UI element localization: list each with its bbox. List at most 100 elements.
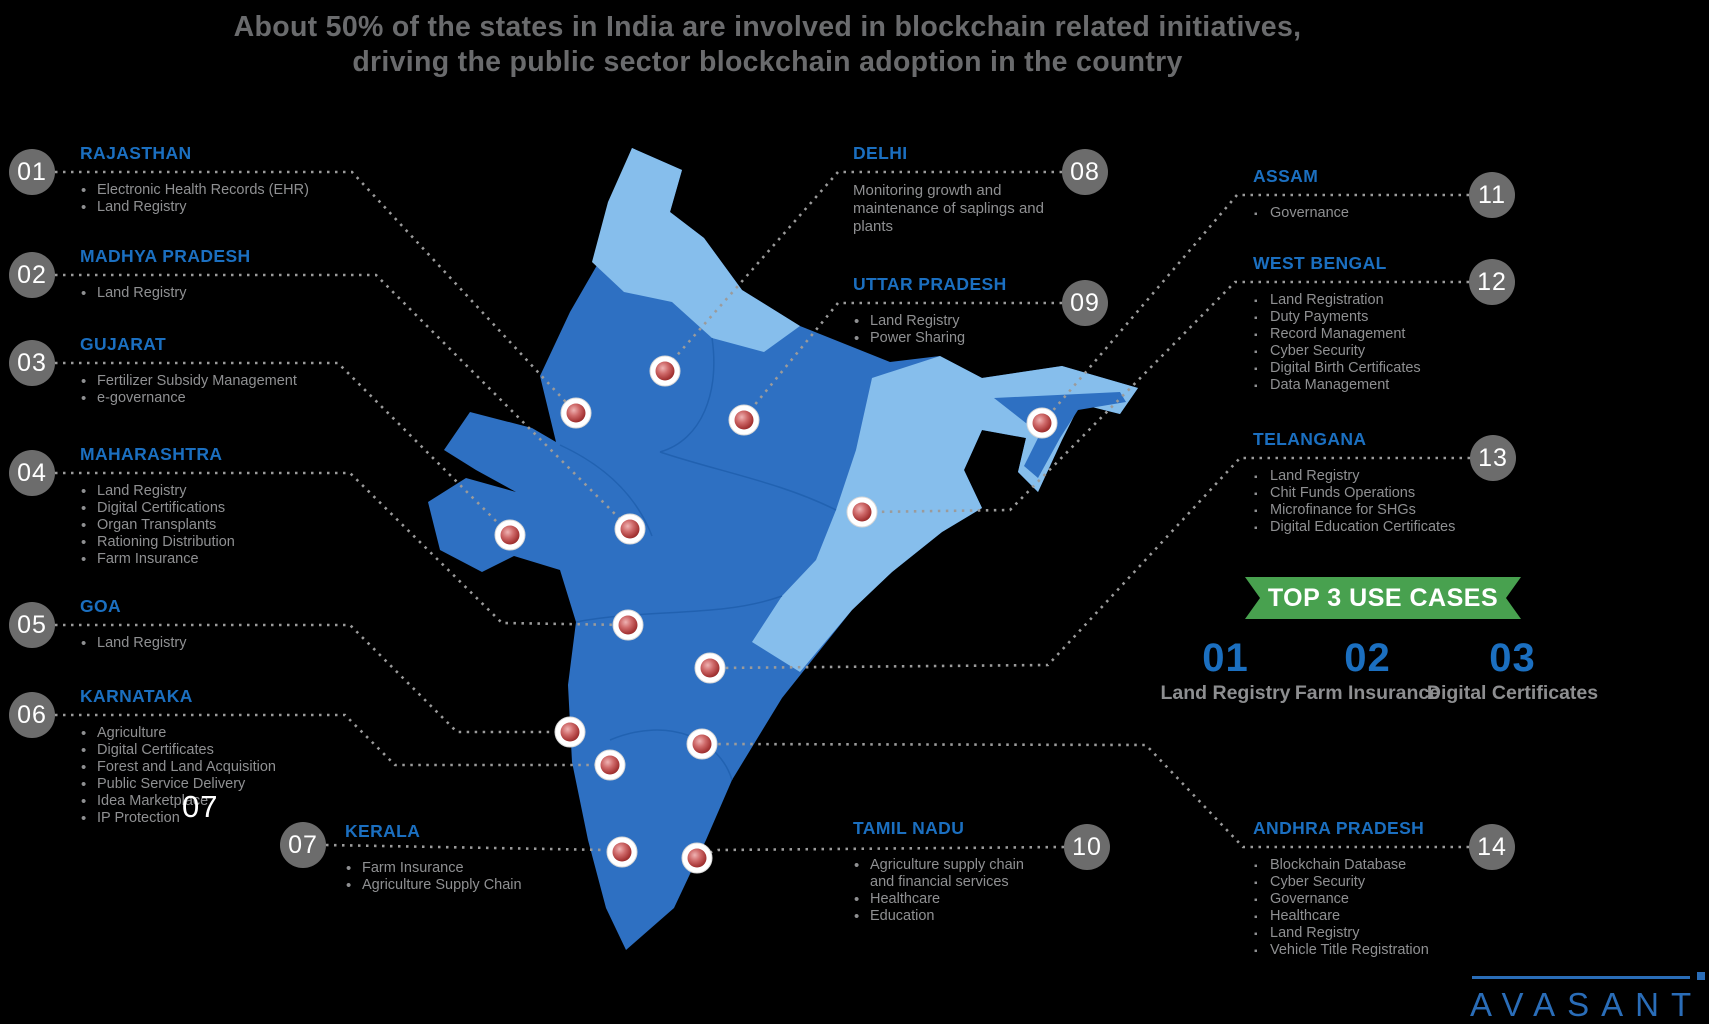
state-name: GOA bbox=[80, 596, 122, 616]
state-initiatives: Land Registry bbox=[80, 635, 380, 652]
logo-rule-line bbox=[1472, 976, 1690, 979]
callout-uttar-pradesh: UTTAR PRADESH Land RegistryPower Sharing bbox=[853, 273, 1053, 347]
initiative-item: Digital Certifications bbox=[80, 500, 380, 517]
initiative-item: Land Registry bbox=[80, 483, 380, 500]
page-title-line2: driving the public sector blockchain ado… bbox=[352, 46, 1183, 78]
callout-karnataka: KARNATAKA AgricultureDigital Certificate… bbox=[80, 685, 380, 827]
state-number-badge-03: 03 bbox=[9, 340, 55, 386]
initiative-item: Organ Transplants bbox=[80, 517, 380, 534]
state-initiatives: Farm InsuranceAgriculture Supply Chain bbox=[345, 860, 565, 894]
initiative-item: IP Protection bbox=[80, 810, 380, 827]
state-initiatives: Fertilizer Subsidy Managemente-governanc… bbox=[80, 373, 380, 407]
initiative-item: Duty Payments bbox=[1253, 309, 1493, 327]
callout-goa: GOA Land Registry bbox=[80, 595, 380, 652]
state-initiatives: Monitoring growth and maintenance of sap… bbox=[853, 182, 1044, 235]
initiative-item: Farm Insurance bbox=[345, 860, 565, 877]
callout-tamil-nadu: TAMIL NADU Agriculture supply chain and … bbox=[853, 817, 1038, 925]
use-case-1: 01 Land Registry bbox=[1148, 638, 1303, 705]
state-name: KERALA bbox=[345, 821, 421, 841]
use-case-label: Farm Insurance bbox=[1294, 682, 1441, 704]
state-initiatives: Electronic Health Records (EHR)Land Regi… bbox=[80, 182, 380, 216]
stray-number-label: 07 bbox=[182, 789, 219, 824]
state-name: KARNATAKA bbox=[80, 686, 193, 706]
state-name: ANDHRA PRADESH bbox=[1253, 818, 1425, 838]
state-number-badge-07: 07 bbox=[280, 822, 326, 868]
initiative-item: Data Management bbox=[1253, 377, 1493, 395]
state-number-badge-02: 02 bbox=[9, 252, 55, 298]
initiative-item: Digital Education Certificates bbox=[1253, 519, 1493, 537]
state-initiatives: Land RegistrationDuty PaymentsRecord Man… bbox=[1253, 292, 1493, 395]
initiative-item: Digital Birth Certificates bbox=[1253, 360, 1493, 378]
state-number-badge-01: 01 bbox=[9, 149, 55, 195]
initiative-item: Governance bbox=[1253, 205, 1493, 223]
initiative-item: Power Sharing bbox=[853, 330, 1053, 347]
callout-rajasthan: RAJASTHAN Electronic Health Records (EHR… bbox=[80, 142, 380, 216]
initiative-item: Governance bbox=[1253, 891, 1493, 909]
initiative-item: Record Management bbox=[1253, 326, 1493, 344]
use-case-rank: 03 bbox=[1489, 636, 1536, 680]
initiative-item: Agriculture bbox=[80, 725, 380, 742]
initiative-item: Farm Insurance bbox=[80, 551, 380, 568]
initiative-item: Digital Certificates bbox=[80, 742, 380, 759]
state-initiatives: Land RegistryDigital CertificationsOrgan… bbox=[80, 483, 380, 568]
state-number-badge-04: 04 bbox=[9, 450, 55, 496]
callout-kerala: KERALA Farm InsuranceAgriculture Supply … bbox=[345, 820, 565, 894]
page-title-line1: About 50% of the states in India are inv… bbox=[233, 11, 1302, 43]
state-name: UTTAR PRADESH bbox=[853, 274, 1007, 294]
state-name: TAMIL NADU bbox=[853, 818, 965, 838]
page-title: About 50% of the states in India are inv… bbox=[0, 10, 1535, 80]
state-name: WEST BENGAL bbox=[1253, 253, 1387, 273]
state-name: MAHARASHTRA bbox=[80, 444, 223, 464]
callout-assam: ASSAM Governance bbox=[1253, 165, 1493, 223]
state-name: ASSAM bbox=[1253, 166, 1319, 186]
use-case-label: Land Registry bbox=[1160, 682, 1291, 704]
state-number-badge-06: 06 bbox=[9, 692, 55, 738]
initiative-item: Chit Funds Operations bbox=[1253, 485, 1493, 503]
callout-delhi: DELHI Monitoring growth and maintenance … bbox=[853, 142, 1053, 236]
state-name: GUJARAT bbox=[80, 334, 167, 354]
callout-madhya-pradesh: MADHYA PRADESH Land Registry bbox=[80, 245, 380, 302]
state-initiatives: AgricultureDigital CertificatesForest an… bbox=[80, 725, 380, 827]
state-name: DELHI bbox=[853, 143, 908, 163]
initiative-item: Microfinance for SHGs bbox=[1253, 502, 1493, 520]
state-name: MADHYA PRADESH bbox=[80, 246, 251, 266]
state-initiatives: Agriculture supply chain and financial s… bbox=[853, 857, 1038, 925]
initiative-item: Land Registry bbox=[80, 285, 380, 302]
state-initiatives: Land RegistryChit Funds OperationsMicrof… bbox=[1253, 468, 1493, 537]
state-initiatives: Governance bbox=[1253, 205, 1493, 223]
initiative-item: Public Service Delivery bbox=[80, 776, 380, 793]
state-number-badge-10: 10 bbox=[1064, 824, 1110, 870]
state-number-badge-05: 05 bbox=[9, 602, 55, 648]
initiative-item: Healthcare bbox=[1253, 908, 1493, 926]
initiative-item: Rationing Distribution bbox=[80, 534, 380, 551]
initiative-item: Land Registry bbox=[853, 313, 1053, 330]
initiative-item: Land Registration bbox=[1253, 292, 1493, 310]
state-initiatives: Blockchain DatabaseCyber SecurityGoverna… bbox=[1253, 857, 1493, 960]
callout-telangana: TELANGANA Land RegistryChit Funds Operat… bbox=[1253, 428, 1493, 537]
initiative-item: e-governance bbox=[80, 390, 380, 407]
use-case-label: Digital Certificates bbox=[1426, 682, 1599, 704]
initiative-item: Vehicle Title Registration bbox=[1253, 942, 1493, 960]
initiative-item: Cyber Security bbox=[1253, 343, 1493, 361]
use-case-rank: 01 bbox=[1202, 636, 1249, 680]
initiative-item: Land Registry bbox=[80, 199, 380, 216]
callout-andhra-pradesh: ANDHRA PRADESH Blockchain DatabaseCyber … bbox=[1253, 817, 1493, 960]
initiative-item: Idea Marketplace bbox=[80, 793, 380, 810]
state-name: TELANGANA bbox=[1253, 429, 1367, 449]
initiative-item: Electronic Health Records (EHR) bbox=[80, 182, 380, 199]
callout-west-bengal: WEST BENGAL Land RegistrationDuty Paymen… bbox=[1253, 252, 1493, 395]
initiative-item: Land Registry bbox=[1253, 925, 1493, 943]
state-initiatives: Land RegistryPower Sharing bbox=[853, 313, 1053, 347]
initiative-item: Healthcare bbox=[853, 891, 1038, 908]
use-case-3: 03 Digital Certificates bbox=[1420, 638, 1605, 705]
initiative-item: Land Registry bbox=[80, 635, 380, 652]
state-number-badge-09: 09 bbox=[1062, 280, 1108, 326]
initiative-item: Land Registry bbox=[1253, 468, 1493, 486]
callout-gujarat: GUJARAT Fertilizer Subsidy Managemente-g… bbox=[80, 333, 380, 407]
top-use-cases-banner: TOP 3 USE CASES bbox=[1245, 577, 1521, 619]
state-initiatives: Land Registry bbox=[80, 285, 380, 302]
avasant-logo: AVASANT bbox=[1470, 968, 1709, 1023]
state-name: RAJASTHAN bbox=[80, 143, 192, 163]
state-number-badge-08: 08 bbox=[1062, 149, 1108, 195]
